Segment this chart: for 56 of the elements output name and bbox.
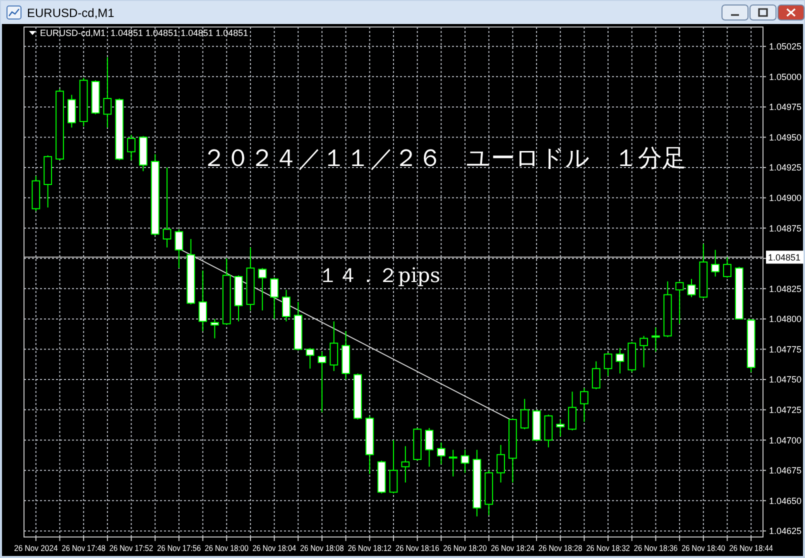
candlestick [330,320,338,372]
candlestick [592,360,600,390]
candlestick [448,449,458,477]
candlestick [580,388,588,422]
y-tick-label: 1.04775 [769,344,802,354]
candlestick [520,398,529,430]
candlestick [401,446,410,483]
candlestick [640,335,648,368]
candlestick [198,270,207,332]
candlestick [556,418,565,437]
y-tick-label: 1.04625 [769,526,802,536]
y-tick-label: 1.04825 [769,284,802,294]
y-tick-label: 1.04700 [769,435,802,446]
candlestick [318,351,326,413]
text: ２０２４／１１／２６ ユーロドル １分足 [202,144,686,172]
candlestick [67,94,76,128]
candlestick [616,348,624,374]
y-tick-label: 1.04925 [769,162,802,173]
candlestick [270,277,278,320]
candlestick [306,348,314,370]
candlestick [389,440,398,494]
y-tick-label: 1.04950 [769,132,802,142]
y-tick-label: 1.04875 [769,223,802,234]
candlestick [604,352,612,376]
annotation: EURUSD-cd,M1 1.04851 1.04851 1.04851 1.04851 [40,28,248,38]
y-tick-label: 1.04675 [769,466,802,476]
y-tick-label: 1.04975 [769,102,802,112]
candlestick [436,442,446,465]
x-tick-label: 26 Nov 2024 [14,543,62,553]
candlestick [258,268,267,311]
y-tick-label: 1.05025 [769,42,802,52]
candlestick [687,278,696,298]
candlestick [652,326,660,352]
y-tick-label: 1.04650 [769,496,802,506]
y-tick-label: 1.04725 [769,405,802,416]
y-tick-label: 1.04750 [769,374,802,385]
candlestick [210,318,219,339]
candlestick [425,427,434,468]
candlestick [496,444,505,483]
candlestick [675,280,684,324]
ref-line-label: 1.04851 [768,252,801,262]
y-tick-label: 1.04900 [769,193,802,204]
candlestick [162,167,172,248]
candlestick [568,391,576,431]
candlestick [282,289,290,322]
x-tick-label: 26 Nov 18:44 [729,543,780,553]
candlestick [460,449,470,474]
candlestick [103,56,112,128]
candlestick [127,134,136,161]
text: EURUSD-cd,M1 [27,6,115,20]
annotation: １４．２pips [318,263,440,287]
candlestick [723,256,732,278]
candlestick [174,228,184,269]
y-tick-label: 1.05000 [769,72,802,82]
y-tick-label: 1.04800 [769,314,802,324]
candlestick [711,249,720,278]
